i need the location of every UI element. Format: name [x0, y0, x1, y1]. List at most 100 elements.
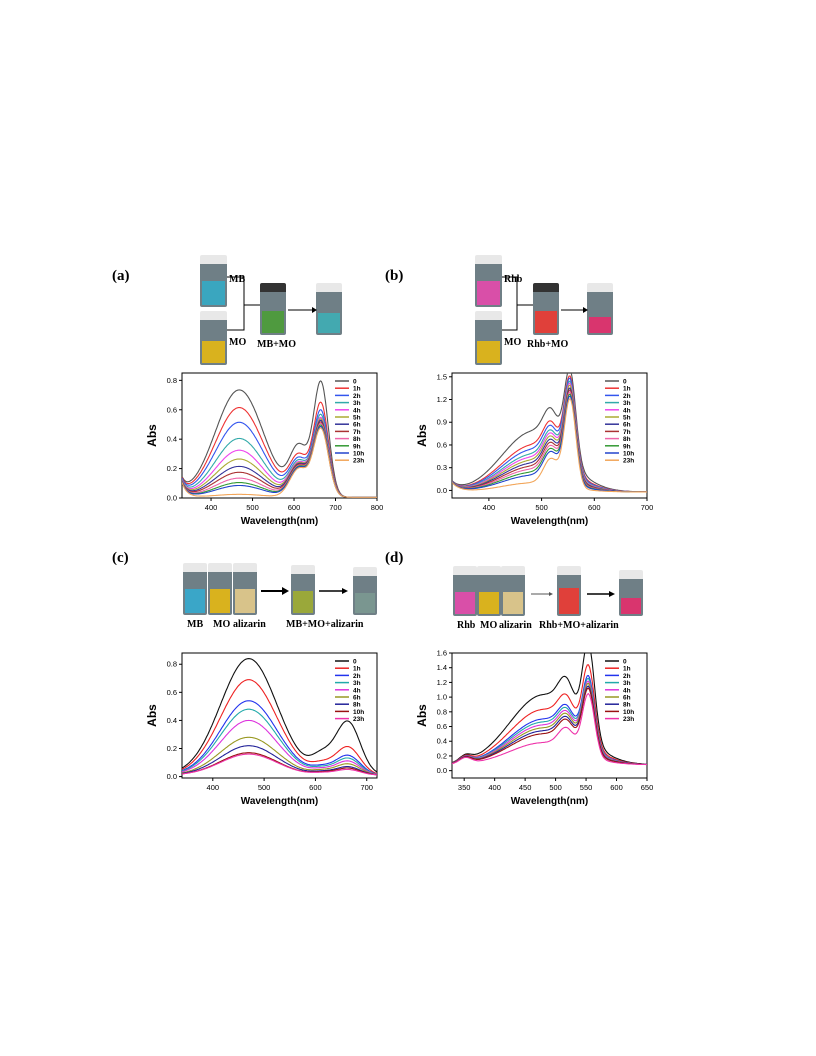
series-line-4h	[182, 416, 377, 498]
y-tick-label: 0.6	[167, 405, 177, 414]
x-tick-label: 400	[205, 503, 218, 512]
chart-panel-c: 400 500 600 700 0.0 0.2 0.4 0.6 0.8 Wavelength(nm…	[145, 652, 378, 807]
series-line-4h	[452, 382, 647, 493]
vial-mb-photo	[183, 563, 207, 615]
legend-label: 0	[353, 379, 357, 386]
photo-label-mix: MB+MO+alizarin	[286, 619, 364, 630]
panel-b-label: (b)	[385, 268, 404, 284]
legend-label: 8h	[623, 436, 631, 443]
panel-b-photos: Rhb MO Rhb+MO	[475, 255, 645, 365]
legend-label: 7h	[623, 429, 631, 436]
photo-label-rhb: Rhb	[457, 620, 476, 631]
vial-rhb-photo	[475, 255, 502, 307]
legend-label: 23h	[623, 458, 634, 465]
y-tick-label: 0.8	[167, 376, 177, 385]
x-tick-label: 800	[371, 503, 384, 512]
vial-result-photo	[619, 570, 643, 616]
x-tick-label: 700	[329, 503, 342, 512]
vial-rhb-photo	[453, 566, 477, 616]
series-line-4h	[182, 719, 377, 775]
panel-d-photos: Rhb MO alizarin Rhb+MO+alizarin	[453, 566, 653, 636]
legend-label: 9h	[353, 443, 361, 450]
x-tick-label: 600	[288, 503, 301, 512]
plot-frame	[451, 372, 648, 499]
vial-mb-photo	[200, 255, 227, 307]
x-tick-label: 450	[519, 783, 532, 792]
legend-label: 8h	[623, 702, 631, 709]
legend-label: 6h	[623, 695, 631, 702]
photo-label-mix: Rhb+MO	[527, 339, 569, 350]
y-tick-label: 0.2	[167, 744, 177, 753]
legend-label: 1h	[623, 666, 631, 673]
plot-frame	[181, 372, 378, 499]
plot-frame	[451, 652, 648, 779]
series-line-23h	[452, 397, 647, 493]
legend-label: 10h	[623, 709, 634, 716]
series-line-23h	[182, 427, 377, 498]
x-axis-label: Wavelength(nm)	[241, 516, 318, 527]
series-line-0	[182, 658, 377, 773]
y-tick-label: 0.0	[437, 486, 447, 495]
series-line-10h	[182, 752, 377, 776]
y-tick-label: 0.0	[437, 766, 447, 775]
x-tick-label: 600	[610, 783, 623, 792]
y-tick-label: 0.4	[437, 737, 447, 746]
x-tick-label: 400	[207, 783, 220, 792]
series-line-23h	[452, 692, 647, 766]
x-tick-label: 500	[535, 503, 548, 512]
y-tick-label: 1.6	[437, 649, 447, 658]
legend-label: 10h	[353, 709, 364, 716]
y-tick-label: 1.5	[437, 372, 447, 381]
vial-result-photo	[316, 283, 342, 335]
vial-alizarin-photo	[501, 566, 525, 616]
series-line-10h	[452, 687, 647, 766]
photo-label-alizarin: alizarin	[233, 619, 266, 630]
photo-label-alizarin: alizarin	[499, 620, 532, 631]
series-line-6h	[182, 736, 377, 776]
photo-label-rhb: Rhb	[504, 274, 523, 285]
legend-label: 3h	[353, 680, 361, 687]
photo-label-mix: Rhb+MO+alizarin	[539, 620, 619, 631]
legend-label: 5h	[353, 415, 361, 422]
vial-result-photo	[587, 283, 613, 335]
vial-mo-photo	[477, 566, 501, 616]
photo-label-mo: MO	[504, 337, 522, 348]
y-tick-label: 0.0	[167, 494, 177, 503]
legend-label: 0	[353, 659, 357, 666]
series-line-8h	[182, 745, 377, 776]
y-tick-label: 0.8	[167, 660, 177, 669]
series-line-1h	[452, 375, 647, 493]
y-axis-label: Abs	[415, 424, 429, 447]
legend-label: 6h	[353, 422, 361, 429]
y-tick-label: 0.9	[437, 418, 447, 427]
legend-label: 7h	[353, 429, 361, 436]
series-line-1h	[182, 679, 377, 775]
legend-label: 0	[623, 379, 627, 386]
y-axis-label: Abs	[145, 704, 159, 727]
x-tick-label: 700	[360, 783, 373, 792]
series-line-0	[452, 653, 647, 765]
legend-label: 3h	[623, 400, 631, 407]
photo-label-mo: MO	[229, 337, 247, 348]
vial-mix-photo	[291, 565, 315, 615]
x-tick-label: 700	[641, 503, 654, 512]
y-tick-label: 0.0	[167, 772, 177, 781]
y-axis-label: Abs	[145, 424, 159, 447]
y-tick-label: 1.2	[437, 678, 447, 687]
legend-label: 2h	[623, 673, 631, 680]
vial-result-photo	[353, 567, 377, 615]
y-tick-label: 0.4	[167, 435, 177, 444]
photo-label-mb: MB	[229, 274, 246, 285]
y-tick-label: 1.4	[437, 663, 447, 672]
plot-frame	[181, 652, 378, 779]
y-tick-label: 0.6	[437, 440, 447, 449]
panel-c-photos: MB MO alizarin MB+MO+alizarin	[183, 563, 383, 633]
legend-label: 1h	[353, 666, 361, 673]
vial-mix-photo	[533, 283, 559, 335]
photo-label-mb: MB	[187, 619, 204, 630]
photo-label-mix: MB+MO	[257, 339, 297, 350]
x-tick-label: 650	[641, 783, 654, 792]
x-tick-label: 500	[258, 783, 271, 792]
legend-label: 1h	[353, 386, 361, 393]
y-axis-label: Abs	[415, 704, 429, 727]
